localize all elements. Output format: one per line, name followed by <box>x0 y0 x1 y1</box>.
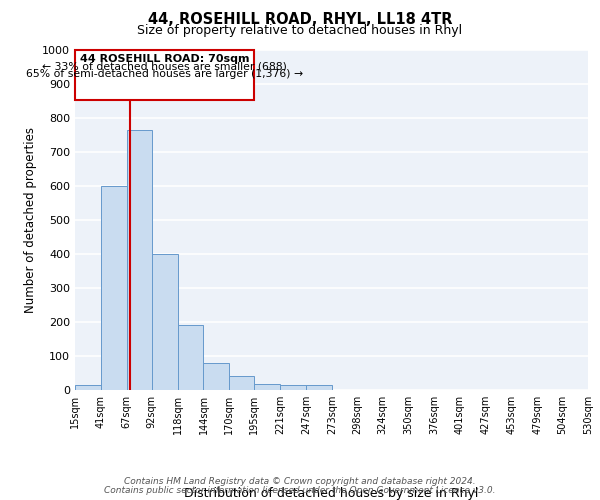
Text: 65% of semi-detached houses are larger (1,376) →: 65% of semi-detached houses are larger (… <box>26 70 303 80</box>
Bar <box>75 385 101 390</box>
Bar <box>178 326 203 390</box>
Bar <box>75 50 254 100</box>
Y-axis label: Number of detached properties: Number of detached properties <box>23 127 37 313</box>
Bar <box>306 385 332 390</box>
Bar <box>254 384 280 390</box>
X-axis label: Distribution of detached houses by size in Rhyl: Distribution of detached houses by size … <box>184 487 479 500</box>
Bar <box>203 364 229 390</box>
Bar <box>280 385 306 390</box>
Text: Size of property relative to detached houses in Rhyl: Size of property relative to detached ho… <box>137 24 463 37</box>
Bar <box>152 254 178 390</box>
Bar <box>127 130 152 390</box>
Text: 44, ROSEHILL ROAD, RHYL, LL18 4TR: 44, ROSEHILL ROAD, RHYL, LL18 4TR <box>148 12 452 27</box>
Bar <box>229 376 254 390</box>
Text: 44 ROSEHILL ROAD: 70sqm: 44 ROSEHILL ROAD: 70sqm <box>80 54 250 64</box>
Bar <box>101 186 127 390</box>
Text: ← 33% of detached houses are smaller (688): ← 33% of detached houses are smaller (68… <box>42 62 287 72</box>
Text: Contains HM Land Registry data © Crown copyright and database right 2024.: Contains HM Land Registry data © Crown c… <box>124 477 476 486</box>
Text: Contains public sector information licensed under the Open Government Licence v3: Contains public sector information licen… <box>104 486 496 495</box>
